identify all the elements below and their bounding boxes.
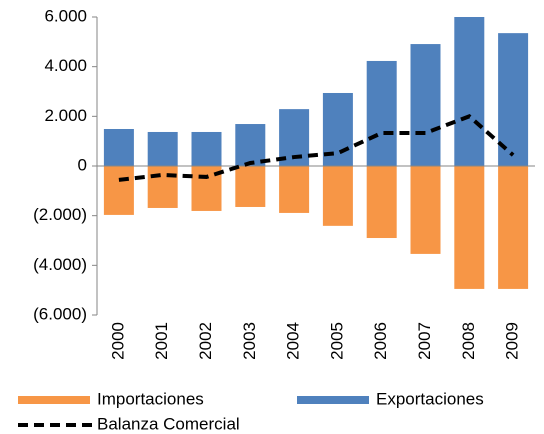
x-tick-label: 2003: [240, 322, 259, 360]
bar: [322, 166, 353, 226]
y-tick-label: 2.000: [44, 106, 87, 125]
bar: [103, 166, 134, 215]
bar: [147, 131, 178, 166]
bar: [454, 17, 485, 166]
bar: [235, 166, 266, 207]
bar: [410, 44, 441, 167]
y-tick-label: 0: [78, 155, 87, 174]
bar: [366, 60, 397, 166]
y-tick-label: (4.000): [33, 255, 87, 274]
bar: [498, 166, 529, 289]
bar: [103, 128, 134, 166]
bar: [191, 131, 222, 166]
bar: [366, 166, 397, 239]
y-tick-label: 6.000: [44, 6, 87, 25]
x-tick-label: 2005: [327, 322, 346, 360]
bar: [279, 166, 310, 213]
x-tick-label: 2001: [152, 322, 171, 360]
legend-swatch: [18, 396, 90, 404]
bar: [235, 124, 266, 166]
x-tick-label: 2008: [459, 322, 478, 360]
x-tick-label: 2002: [196, 322, 215, 360]
y-tick-label: (6.000): [33, 304, 87, 323]
legend-label: Importaciones: [97, 389, 204, 408]
legend-swatch: [297, 396, 369, 404]
x-tick-label: 2000: [108, 322, 127, 360]
y-tick-label: (2.000): [33, 205, 87, 224]
bar: [147, 166, 178, 208]
bar: [454, 166, 485, 289]
x-tick-label: 2004: [284, 322, 303, 360]
legend-label: Exportaciones: [376, 389, 484, 408]
x-tick-label: 2007: [415, 322, 434, 360]
line: [118, 114, 515, 182]
x-tick-label: 2006: [371, 322, 390, 360]
bar: [410, 166, 441, 254]
x-tick-label: 2009: [503, 322, 522, 360]
y-tick-label: 4.000: [44, 56, 87, 75]
legend-label: Balanza Comercial: [97, 414, 240, 433]
